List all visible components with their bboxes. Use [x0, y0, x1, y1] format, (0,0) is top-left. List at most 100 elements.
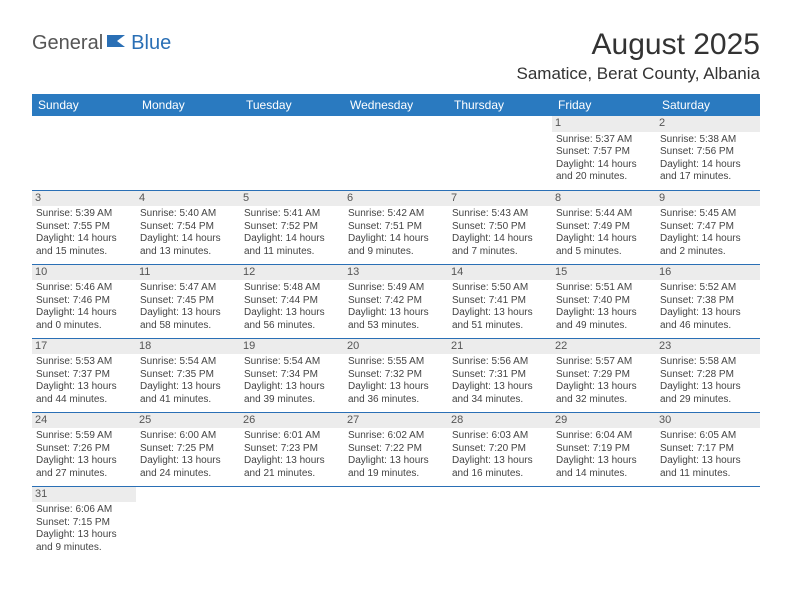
calendar-day-cell: .: [552, 486, 656, 560]
sunrise-text: Sunrise: 5:40 AM: [140, 208, 236, 221]
sunset-text: Sunset: 7:46 PM: [36, 295, 132, 308]
calendar-day-cell: 18Sunrise: 5:54 AMSunset: 7:35 PMDayligh…: [136, 338, 240, 412]
day-number: 2: [656, 116, 760, 132]
sunrise-text: Sunrise: 5:41 AM: [244, 208, 340, 221]
sunset-text: Sunset: 7:55 PM: [36, 221, 132, 234]
calendar-day-cell: .: [448, 486, 552, 560]
calendar-week-row: 3Sunrise: 5:39 AMSunset: 7:55 PM Daylight…: [32, 190, 760, 264]
daylight-text: Daylight: 13 hours and 56 minutes.: [244, 307, 340, 332]
calendar-day-cell: 7Sunrise: 5:43 AMSunset: 7:50 PMDaylight…: [448, 190, 552, 264]
sunrise-text: Sunrise: 5:43 AM: [452, 208, 548, 221]
sunset-text: Sunset: 7:56 PM: [660, 146, 756, 159]
weekday-header: Monday: [136, 94, 240, 116]
sunset-text: Sunset: 7:25 PM: [140, 443, 236, 456]
daylight-text: Daylight: 14 hours and 9 minutes.: [348, 233, 444, 258]
sunrise-text: Sunrise: 5:39 AM: [36, 208, 132, 221]
calendar-week-row: 24Sunrise: 5:59 AMSunset: 7:26 PMDayligh…: [32, 412, 760, 486]
sunset-text: Sunset: 7:26 PM: [36, 443, 132, 456]
calendar-day-cell: 15Sunrise: 5:51 AMSunset: 7:40 PMDayligh…: [552, 264, 656, 338]
calendar-day-cell: 28Sunrise: 6:03 AMSunset: 7:20 PMDayligh…: [448, 412, 552, 486]
daylight-text: Daylight: 14 hours and 5 minutes.: [556, 233, 652, 258]
day-number: 8: [552, 191, 656, 207]
calendar-day-cell: 31Sunrise: 6:06 AMSunset: 7:15 PMDayligh…: [32, 486, 136, 560]
day-number: 5: [240, 191, 344, 207]
daylight-text: Daylight: 13 hours and 14 minutes.: [556, 455, 652, 480]
calendar-day-cell: 25Sunrise: 6:00 AMSunset: 7:25 PMDayligh…: [136, 412, 240, 486]
sunset-text: Sunset: 7:32 PM: [348, 369, 444, 382]
day-number: 6: [344, 191, 448, 207]
sunrise-text: Sunrise: 5:52 AM: [660, 282, 756, 295]
daylight-text: Daylight: 14 hours and 11 minutes.: [244, 233, 340, 258]
sunrise-text: Sunrise: 5:50 AM: [452, 282, 548, 295]
daylight-text: Daylight: 13 hours and 32 minutes.: [556, 381, 652, 406]
daylight-text: Daylight: 13 hours and 49 minutes.: [556, 307, 652, 332]
sunset-text: Sunset: 7:42 PM: [348, 295, 444, 308]
sunrise-text: Sunrise: 5:38 AM: [660, 134, 756, 147]
calendar-day-cell: 4Sunrise: 5:40 AMSunset: 7:54 PMDaylight…: [136, 190, 240, 264]
day-number: 7: [448, 191, 552, 207]
daylight-text: Daylight: 13 hours and 29 minutes.: [660, 381, 756, 406]
calendar-week-row: 17Sunrise: 5:53 AMSunset: 7:37 PMDayligh…: [32, 338, 760, 412]
sunset-text: Sunset: 7:37 PM: [36, 369, 132, 382]
sunset-text: Sunset: 7:19 PM: [556, 443, 652, 456]
title-block: August 2025 Samatice, Berat County, Alba…: [517, 28, 761, 84]
sunrise-text: Sunrise: 6:01 AM: [244, 430, 340, 443]
daylight-text: Daylight: 13 hours and 44 minutes.: [36, 381, 132, 406]
logo-text-general: General: [32, 32, 103, 55]
calendar-day-cell: 2Sunrise: 5:38 AMSunset: 7:56 PMDaylight…: [656, 116, 760, 190]
calendar-day-cell: 13Sunrise: 5:49 AMSunset: 7:42 PMDayligh…: [344, 264, 448, 338]
logo: General Blue: [32, 28, 171, 55]
calendar-table: Sunday Monday Tuesday Wednesday Thursday…: [32, 94, 760, 560]
daylight-text: Daylight: 13 hours and 53 minutes.: [348, 307, 444, 332]
sunset-text: Sunset: 7:47 PM: [660, 221, 756, 234]
sunset-text: Sunset: 7:50 PM: [452, 221, 548, 234]
daylight-text: Daylight: 14 hours and 13 minutes.: [140, 233, 236, 258]
sunrise-text: Sunrise: 5:54 AM: [140, 356, 236, 369]
calendar-week-row: 31Sunrise: 6:06 AMSunset: 7:15 PMDayligh…: [32, 486, 760, 560]
sunrise-text: Sunrise: 5:59 AM: [36, 430, 132, 443]
calendar-day-cell: 30Sunrise: 6:05 AMSunset: 7:17 PMDayligh…: [656, 412, 760, 486]
calendar-day-cell: 19Sunrise: 5:54 AMSunset: 7:34 PMDayligh…: [240, 338, 344, 412]
calendar-day-cell: 16Sunrise: 5:52 AMSunset: 7:38 PMDayligh…: [656, 264, 760, 338]
sunrise-text: Sunrise: 6:04 AM: [556, 430, 652, 443]
sunset-text: Sunset: 7:35 PM: [140, 369, 236, 382]
sunrise-text: Sunrise: 5:44 AM: [556, 208, 652, 221]
day-number: 13: [344, 265, 448, 281]
daylight-text: Daylight: 13 hours and 39 minutes.: [244, 381, 340, 406]
logo-flag-icon: [107, 33, 129, 54]
calendar-day-cell: 20Sunrise: 5:55 AMSunset: 7:32 PMDayligh…: [344, 338, 448, 412]
calendar-day-cell: 23Sunrise: 5:58 AMSunset: 7:28 PMDayligh…: [656, 338, 760, 412]
page-header: General Blue August 2025 Samatice, Berat…: [32, 28, 760, 84]
daylight-text: Daylight: 13 hours and 19 minutes.: [348, 455, 444, 480]
day-number: 17: [32, 339, 136, 355]
calendar-day-cell: 21Sunrise: 5:56 AMSunset: 7:31 PMDayligh…: [448, 338, 552, 412]
sunrise-text: Sunrise: 5:51 AM: [556, 282, 652, 295]
day-number: 20: [344, 339, 448, 355]
calendar-day-cell: .: [344, 486, 448, 560]
daylight-text: Daylight: 14 hours and 7 minutes.: [452, 233, 548, 258]
day-number: 3: [32, 191, 136, 207]
calendar-day-cell: .: [240, 116, 344, 190]
sunset-text: Sunset: 7:54 PM: [140, 221, 236, 234]
daylight-text: Daylight: 13 hours and 46 minutes.: [660, 307, 756, 332]
sunset-text: Sunset: 7:57 PM: [556, 146, 652, 159]
day-number: 23: [656, 339, 760, 355]
weekday-header: Wednesday: [344, 94, 448, 116]
daylight-text: Daylight: 14 hours and 0 minutes.: [36, 307, 132, 332]
day-number: 12: [240, 265, 344, 281]
daylight-text: Daylight: 13 hours and 11 minutes.: [660, 455, 756, 480]
sunrise-text: Sunrise: 5:47 AM: [140, 282, 236, 295]
calendar-day-cell: 3Sunrise: 5:39 AMSunset: 7:55 PMDaylight…: [32, 190, 136, 264]
sunrise-text: Sunrise: 5:37 AM: [556, 134, 652, 147]
sunset-text: Sunset: 7:44 PM: [244, 295, 340, 308]
sunset-text: Sunset: 7:52 PM: [244, 221, 340, 234]
calendar-day-cell: 24Sunrise: 5:59 AMSunset: 7:26 PMDayligh…: [32, 412, 136, 486]
daylight-text: Daylight: 13 hours and 58 minutes.: [140, 307, 236, 332]
weekday-header: Tuesday: [240, 94, 344, 116]
day-number: 15: [552, 265, 656, 281]
calendar-day-cell: .: [136, 486, 240, 560]
calendar-day-cell: 12Sunrise: 5:48 AMSunset: 7:44 PMDayligh…: [240, 264, 344, 338]
calendar-day-cell: 1Sunrise: 5:37 AMSunset: 7:57 PMDaylight…: [552, 116, 656, 190]
weekday-header: Thursday: [448, 94, 552, 116]
sunrise-text: Sunrise: 5:45 AM: [660, 208, 756, 221]
